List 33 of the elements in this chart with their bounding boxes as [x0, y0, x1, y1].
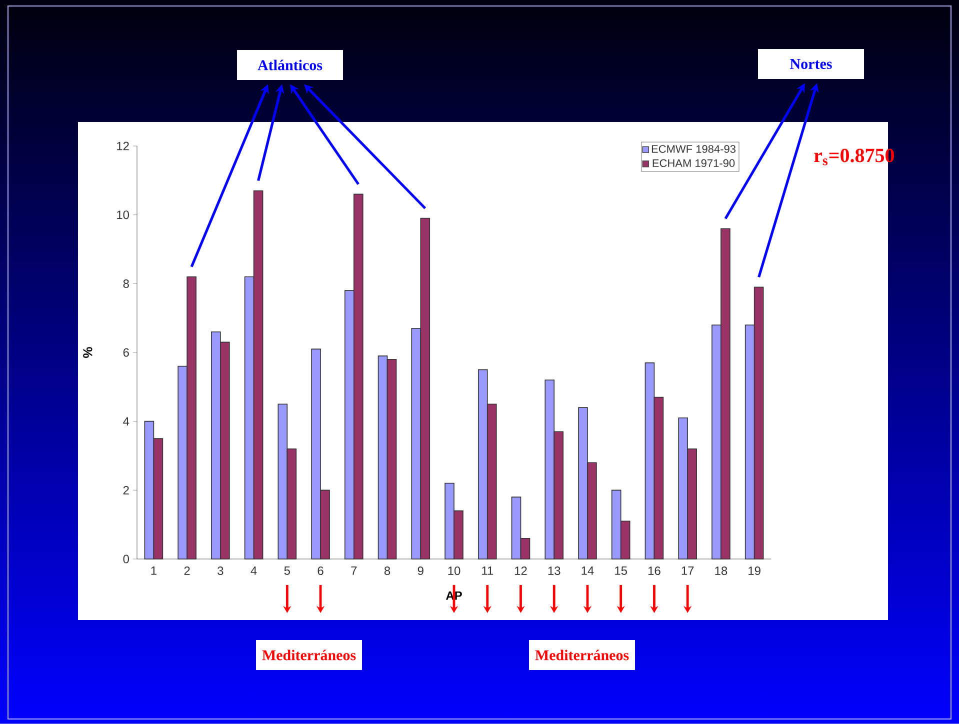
x-tick-label: 13	[548, 566, 560, 576]
text: Mediterráneos	[262, 650, 356, 660]
text: Atlánticos	[258, 60, 322, 70]
legend-label: ECHAM 1971-90	[652, 159, 735, 168]
x-tick-label: 2	[184, 566, 190, 575]
x-tick-label: 17	[682, 566, 694, 575]
y-tick-label: 0	[123, 554, 130, 564]
x-tick-label: 11	[482, 566, 494, 575]
x-tick-label: 9	[418, 566, 424, 576]
x-tick-label: 18	[715, 566, 728, 576]
legend-label: ECMWF 1984-93	[652, 145, 736, 153]
x-tick-label: 5	[284, 566, 290, 575]
y-axis-title: %	[83, 347, 92, 358]
x-tick-label: 6	[318, 566, 324, 576]
x-tick-label: 4	[250, 566, 257, 575]
y-tick-label: 2	[123, 486, 129, 494]
y-tick-label: 10	[117, 210, 130, 220]
x-tick-label: 16	[648, 566, 660, 576]
x-tick-label: 8	[384, 566, 390, 576]
y-tick-label: 4	[123, 417, 130, 426]
x-tick-label: 10	[448, 566, 460, 576]
y-tick-label: 8	[123, 279, 129, 288]
x-tick-label: 1	[151, 566, 156, 575]
x-tick-label: 15	[615, 566, 628, 575]
x-tick-label: 19	[748, 566, 760, 576]
x-tick-label: 3	[218, 566, 224, 576]
x-tick-label: 7	[351, 566, 357, 575]
text: Nortes	[790, 59, 832, 69]
x-tick-label: 12	[514, 566, 527, 575]
text: Mediterráneos	[535, 650, 629, 660]
x-tick-label: 14	[582, 566, 594, 575]
y-tick-label: 6	[123, 348, 129, 357]
y-tick-label: 12	[117, 142, 129, 150]
